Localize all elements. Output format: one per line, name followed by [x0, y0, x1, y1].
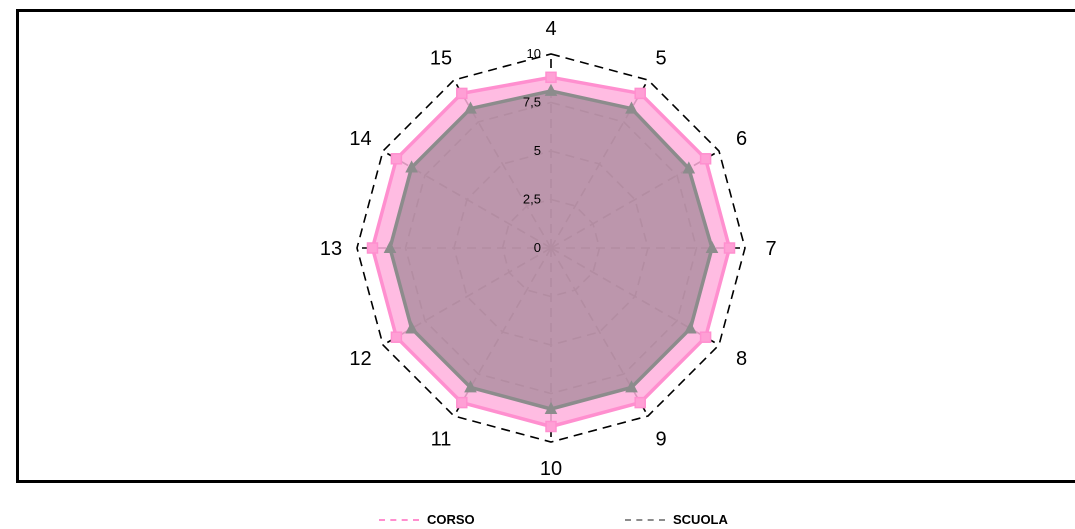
category-label-4: 4 [545, 18, 556, 40]
category-label-9: 9 [655, 429, 666, 451]
chart-frame: 0 2,5 5 7,5 10 4 5 6 7 8 9 10 11 12 13 14 15 [16, 9, 1075, 483]
point-scuola-14 [405, 160, 418, 173]
r-tick-label-2: 5 [534, 143, 541, 158]
category-label-11: 11 [431, 429, 452, 451]
point-scuola-7 [705, 240, 719, 253]
radar-series [366, 71, 736, 433]
point-scuola-6 [682, 161, 696, 174]
point-corso-6 [699, 153, 712, 165]
legend-label-corso: CORSO [427, 512, 475, 527]
legend-item-scuola: SCUOLA [625, 512, 728, 527]
point-scuola-13 [383, 240, 397, 253]
point-corso-4 [545, 71, 557, 84]
legend-item-corso: CORSO [379, 512, 475, 527]
category-label-10: 10 [540, 458, 562, 480]
r-tick-label-3: 7,5 [523, 95, 541, 110]
legend-swatch-corso [379, 518, 419, 521]
point-scuola-10 [544, 401, 558, 414]
point-corso-7 [723, 242, 736, 254]
point-scuola-4 [544, 83, 558, 96]
radar-chart: 0 2,5 5 7,5 10 4 5 6 7 8 9 10 11 12 13 14 15 [320, 18, 777, 480]
point-scuola-12 [405, 321, 418, 334]
point-corso-8 [699, 331, 712, 343]
category-label-14: 14 [349, 128, 371, 150]
point-corso-5 [634, 87, 646, 100]
category-label-15: 15 [430, 48, 452, 70]
point-corso-15 [456, 87, 468, 100]
point-corso-9 [634, 396, 646, 409]
point-scuola-8 [684, 321, 697, 334]
category-label-12: 12 [349, 348, 371, 370]
legend-label-scuola: SCUOLA [673, 512, 728, 527]
point-scuola-11 [464, 380, 477, 393]
r-tick-label-4: 10 [527, 46, 541, 61]
r-tick-label-0: 0 [534, 240, 541, 255]
grid-ring-4 [356, 53, 746, 443]
point-corso-10 [545, 420, 557, 433]
category-label-5: 5 [655, 48, 666, 70]
point-scuola-9 [625, 380, 638, 393]
point-corso-11 [456, 396, 468, 409]
radar-labels: 0 2,5 5 7,5 10 4 5 6 7 8 9 10 11 12 13 14 15 [320, 18, 777, 480]
point-corso-12 [390, 331, 403, 343]
legend-swatch-scuola [625, 518, 665, 521]
category-label-13: 13 [320, 238, 342, 260]
point-corso-13 [366, 242, 379, 254]
r-tick-label-1: 2,5 [523, 192, 541, 207]
category-label-8: 8 [736, 348, 747, 370]
point-corso-14 [390, 153, 403, 165]
category-label-6: 6 [736, 128, 747, 150]
category-label-7: 7 [765, 238, 776, 260]
point-scuola-15 [464, 101, 477, 114]
point-scuola-5 [625, 101, 638, 114]
